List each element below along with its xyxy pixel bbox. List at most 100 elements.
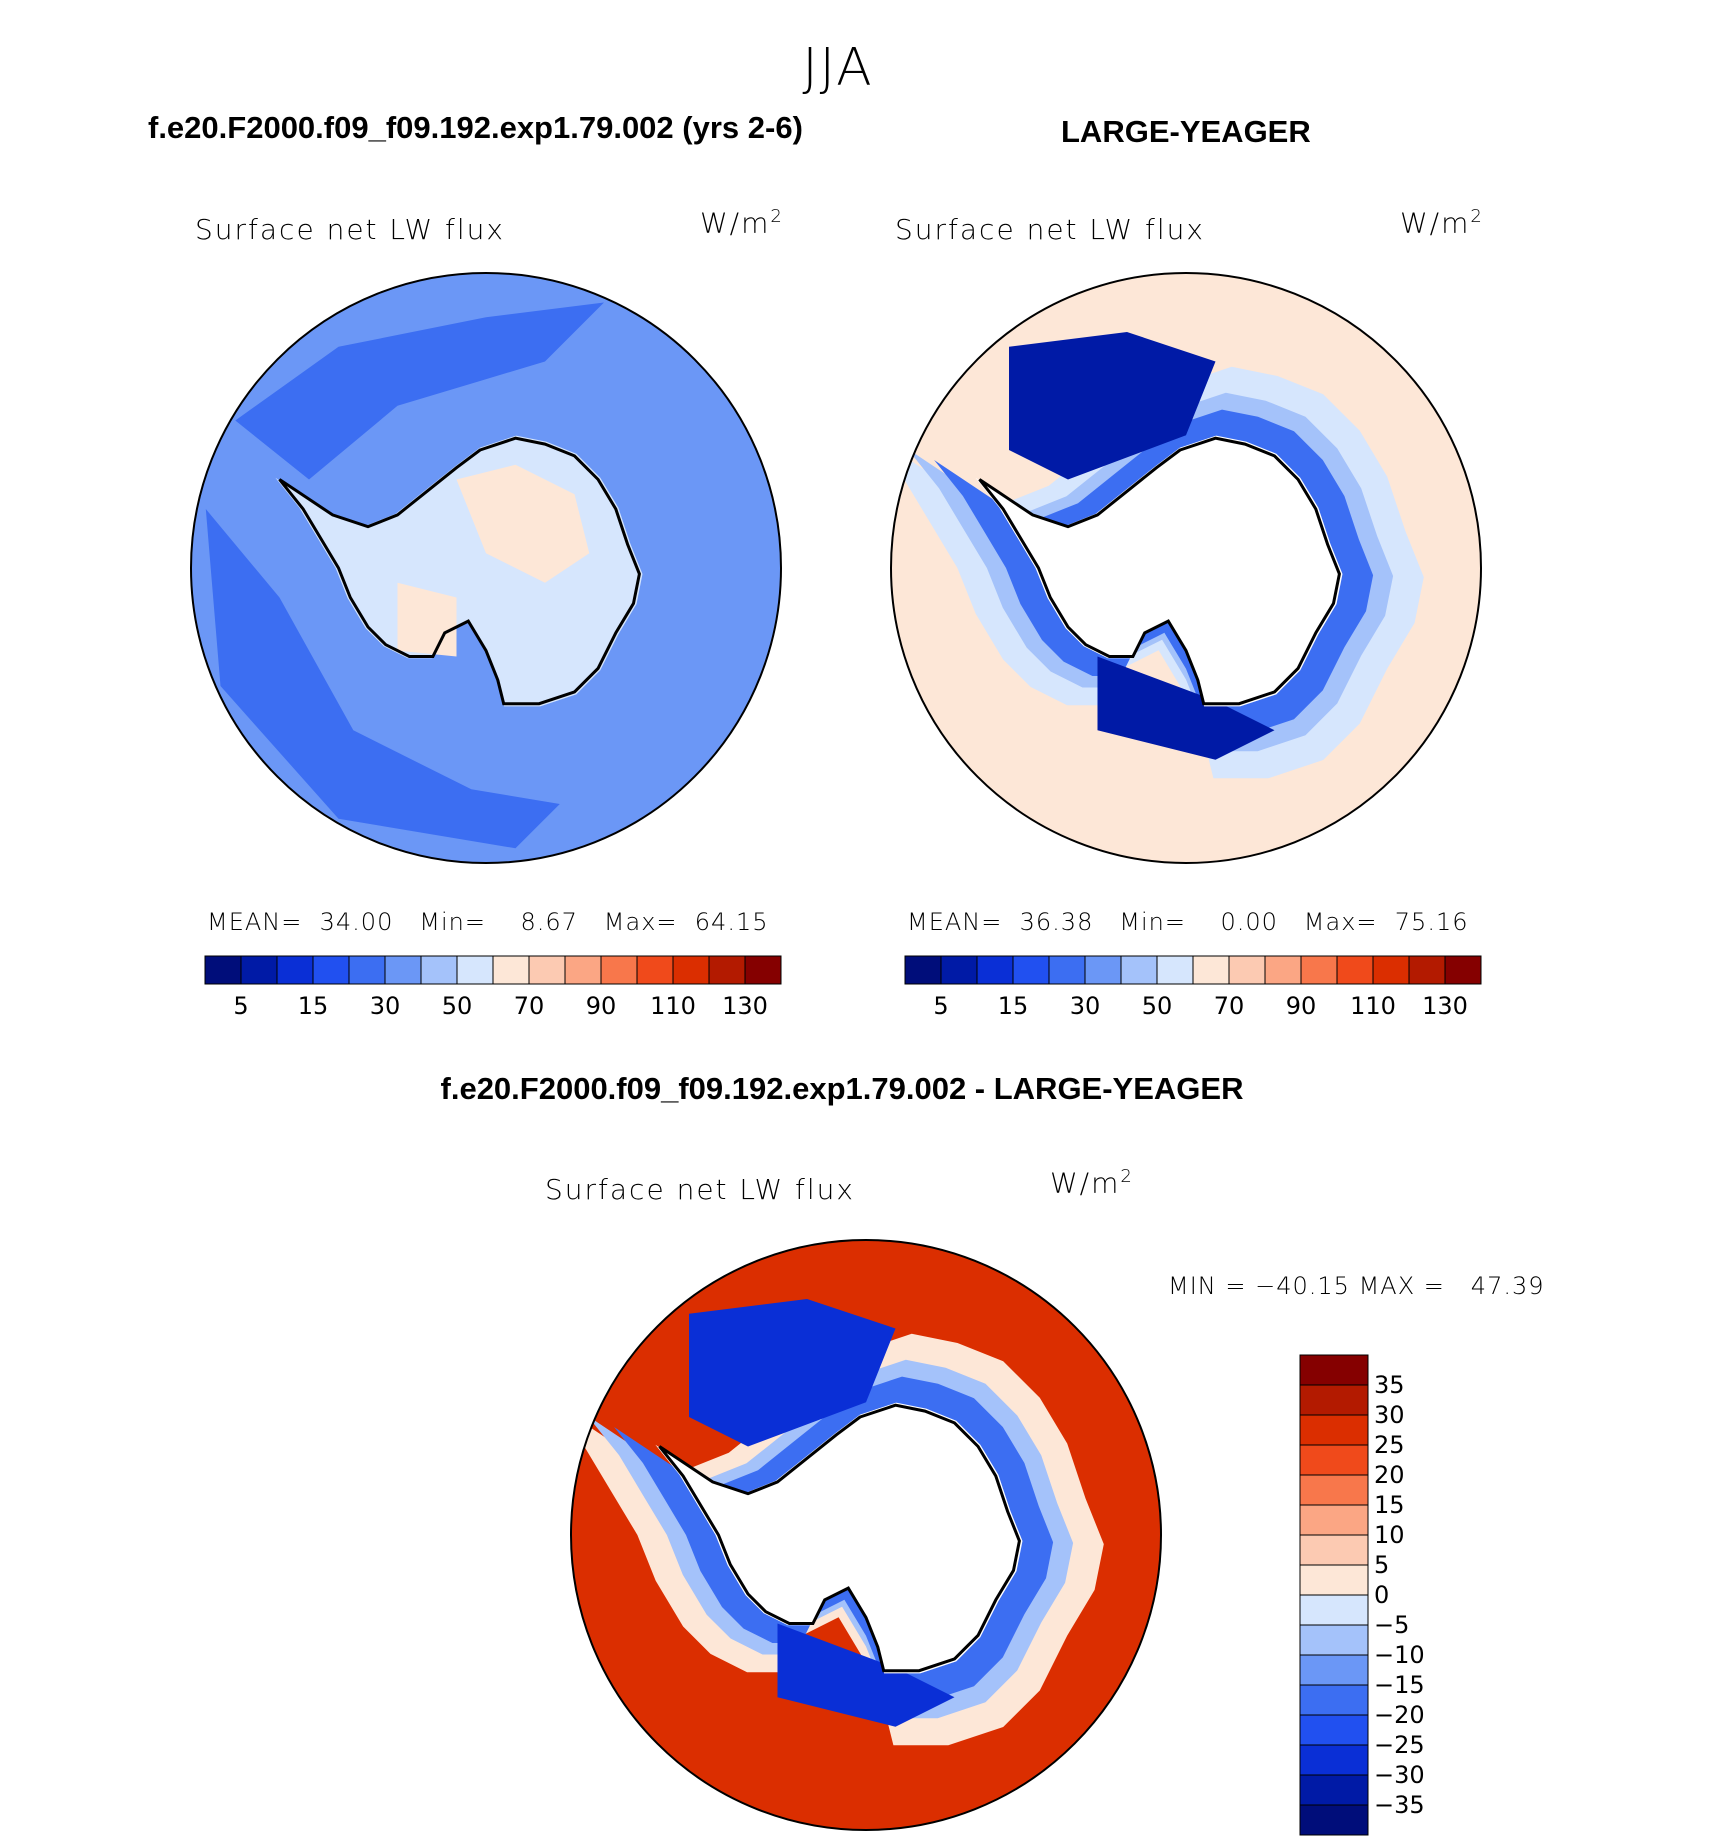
panel2-stats: MEAN= 36.38 Min= 0.00 Max= 75.16: [907, 908, 1469, 936]
colorbar-cell: [1299, 1654, 1369, 1686]
panel1-stats: MEAN= 34.00 Min= 8.67 Max= 64.15: [207, 908, 769, 936]
map-cell-weddell: [1009, 332, 1216, 480]
colorbar-tick-label: −25: [1374, 1731, 1425, 1759]
colorbar-cell: [600, 955, 638, 985]
colorbar-tick-label: 30: [1070, 992, 1101, 1020]
map-panel-1: [190, 272, 782, 864]
map-panel-3: [570, 1239, 1162, 1831]
map-cell-subantarctic: [891, 366, 1424, 779]
top-left-title: f.e20.F2000.f09_f09.192.exp1.79.002 (yrs…: [148, 110, 803, 145]
colorbar-cell: [1192, 955, 1230, 985]
map-cell-sea-ice: [614, 1376, 1054, 1701]
colorbar-tick-label: 30: [370, 992, 401, 1020]
colorbar-cell: [1408, 955, 1446, 985]
colorbar-tick-label: 50: [1142, 992, 1173, 1020]
colorbar-cell: [1299, 1534, 1369, 1566]
colorbar-cell: [1299, 1384, 1369, 1416]
colorbar-2: 5 15 30 50 70 90 110 130: [904, 955, 1482, 1020]
colorbar-tick-label: 15: [1374, 1491, 1405, 1519]
colorbar-cell: [1299, 1744, 1369, 1776]
panel3-units: W/m2: [1050, 1166, 1134, 1200]
top-right-title: LARGE-YEAGER: [1061, 114, 1311, 149]
map-border: [890, 272, 1482, 864]
colorbar-tick-label: 110: [650, 992, 696, 1020]
colorbar-cell: [1299, 1624, 1369, 1656]
panel3-variable-label: Surface net LW flux: [545, 1173, 855, 1206]
colorbar-cell: [1299, 1774, 1369, 1806]
colorbar-tick-label: 0: [1374, 1581, 1389, 1609]
colorbar-cell: [564, 955, 602, 985]
colorbar-cell: [976, 955, 1014, 985]
colorbar-cell: [708, 955, 746, 985]
map-cell-ross: [1097, 656, 1275, 760]
map-cell-subantarctic: [571, 1333, 1104, 1746]
colorbar-cell: [1299, 1714, 1369, 1746]
map-cell-ocean: [891, 273, 1481, 863]
colorbar-cell: [1156, 955, 1194, 985]
colorbar-cell: [420, 955, 458, 985]
colorbar-tick-label: 70: [1214, 992, 1245, 1020]
panel2-variable-label: Surface net LW flux: [895, 213, 1205, 246]
colorbar-tick-label: 90: [1286, 992, 1317, 1020]
colorbar-cell: [744, 955, 782, 985]
panel3-stats: MIN = −40.15 MAX = 47.39: [1168, 1272, 1545, 1300]
colorbar-tick-label: 130: [722, 992, 768, 1020]
colorbar-tick-label: 30: [1374, 1401, 1405, 1429]
colorbar-cell: [1372, 955, 1410, 985]
colorbar-cell: [312, 955, 350, 985]
colorbar-tick-label: −15: [1374, 1671, 1425, 1699]
colorbar-tick-label: 35: [1374, 1371, 1405, 1399]
colorbar-cell: [1444, 955, 1482, 985]
colorbar-cell: [904, 955, 942, 985]
map-cell-interior: [275, 435, 643, 707]
map-panel-2: [890, 272, 1482, 864]
colorbar-cell: [1299, 1684, 1369, 1716]
colorbar-tick-label: 20: [1374, 1461, 1405, 1489]
map-cell-continent-missing: [975, 435, 1343, 707]
colorbar-tick-label: 10: [1374, 1521, 1405, 1549]
colorbar-tick-label: 15: [998, 992, 1029, 1020]
map-cell-ocean: [571, 1240, 1161, 1830]
map-cell-ocean: [191, 273, 781, 863]
map-cell-sea-ice: [934, 409, 1374, 734]
colorbar-cell: [1336, 955, 1374, 985]
colorbar-tick-label: 5: [233, 992, 248, 1020]
bottom-title: f.e20.F2000.f09_f09.192.exp1.79.002 - LA…: [440, 1071, 1244, 1106]
panel1-units: W/m2: [700, 206, 784, 240]
colorbar-cell: [1299, 1474, 1369, 1506]
colorbar-cell: [456, 955, 494, 985]
map-cell-ross: [397, 582, 457, 657]
colorbar-tick-label: −10: [1374, 1641, 1425, 1669]
colorbar-cell: [1299, 1444, 1369, 1476]
antarctica-coastline: [978, 436, 1341, 706]
antarctica-coastline: [658, 1403, 1021, 1673]
map-cell-plateau: [456, 464, 590, 583]
colorbar-cell: [1299, 1804, 1369, 1836]
colorbar-tick-label: −20: [1374, 1701, 1425, 1729]
map-cell-low-north: [235, 302, 605, 480]
map-cell-weddell: [689, 1299, 896, 1447]
colorbar-tick-label: 15: [298, 992, 329, 1020]
colorbar-tick-label: 50: [442, 992, 473, 1020]
colorbar-cell: [492, 955, 530, 985]
colorbar-cell: [1299, 1504, 1369, 1536]
colorbar-cell: [348, 955, 386, 985]
colorbar-cell: [240, 955, 278, 985]
colorbar-tick-label: −5: [1374, 1611, 1409, 1639]
colorbar-tick-label: −30: [1374, 1761, 1425, 1789]
colorbar-tick-label: −35: [1374, 1791, 1425, 1819]
colorbar-cell: [1120, 955, 1158, 985]
colorbar-cell: [1299, 1354, 1369, 1386]
antarctica-coastline: [278, 436, 641, 706]
colorbar-tick-label: 5: [933, 992, 948, 1020]
colorbar-cell: [1012, 955, 1050, 985]
colorbar-cell: [672, 955, 710, 985]
colorbar-cell: [1084, 955, 1122, 985]
map-cell-ross: [777, 1623, 955, 1727]
panel1-variable-label: Surface net LW flux: [195, 213, 505, 246]
colorbar-cell: [384, 955, 422, 985]
colorbar-cell: [276, 955, 314, 985]
colorbar-tick-label: 25: [1374, 1431, 1405, 1459]
map-cell-low-band: [205, 509, 560, 849]
season-title: JJA: [802, 38, 874, 98]
